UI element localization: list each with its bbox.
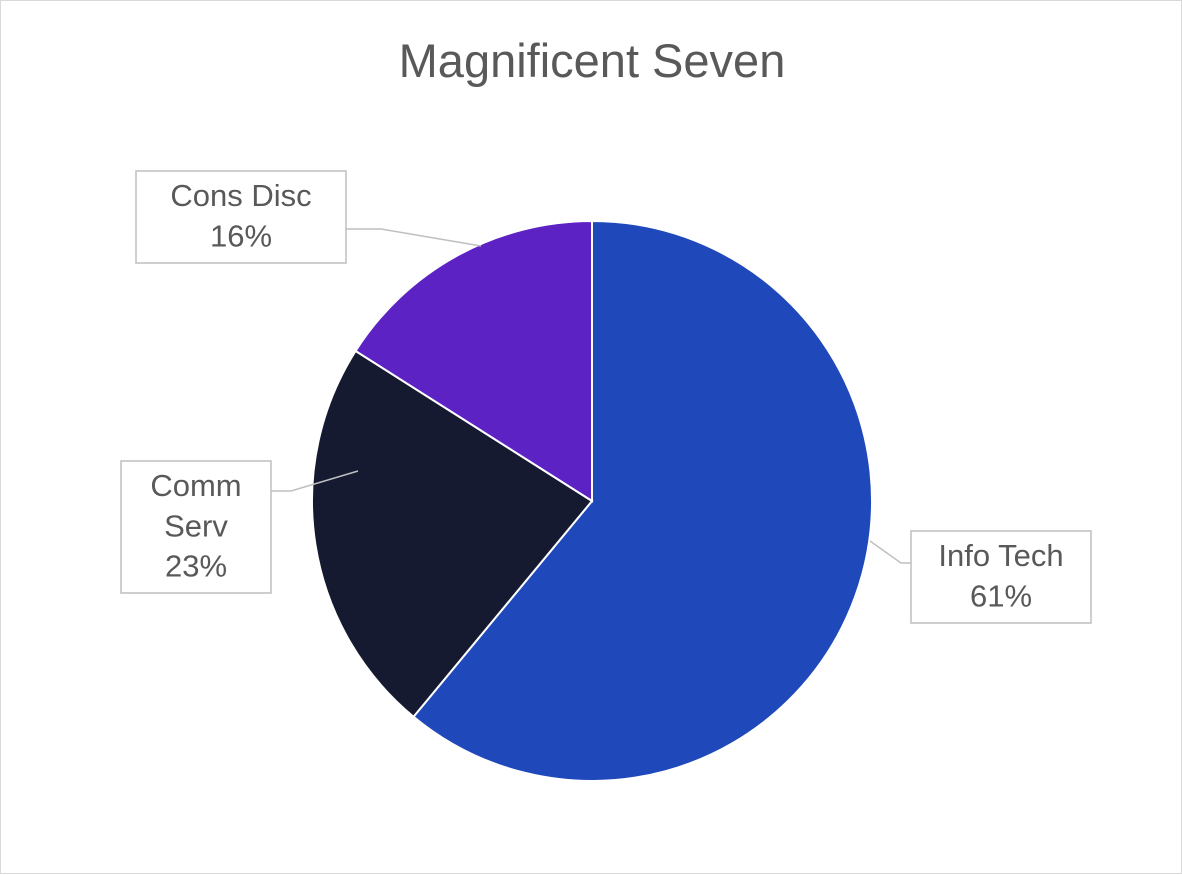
callout-text-1-line-2: 23% [165, 549, 227, 584]
callout-text-0-line-1: 61% [970, 578, 1032, 613]
callout-leader-2 [346, 229, 481, 246]
callout-text-2-line-0: Cons Disc [170, 178, 311, 213]
chart-frame: Info Tech 61% Comm Serv 23% Cons Disc 16% Magn… [0, 0, 1182, 874]
callout-text-1-line-1: Serv [164, 508, 228, 543]
callout-text-0-line-0: Info Tech [938, 538, 1063, 573]
callout-text-1-line-0: Comm [150, 468, 241, 503]
callout-leader-0 [870, 541, 911, 563]
callout-text-2-line-1: 16% [210, 218, 272, 253]
chart-title: Magnificent Seven [1, 33, 1182, 88]
pie-chart: Info Tech 61% Comm Serv 23% Cons Disc 16% [1, 1, 1182, 875]
